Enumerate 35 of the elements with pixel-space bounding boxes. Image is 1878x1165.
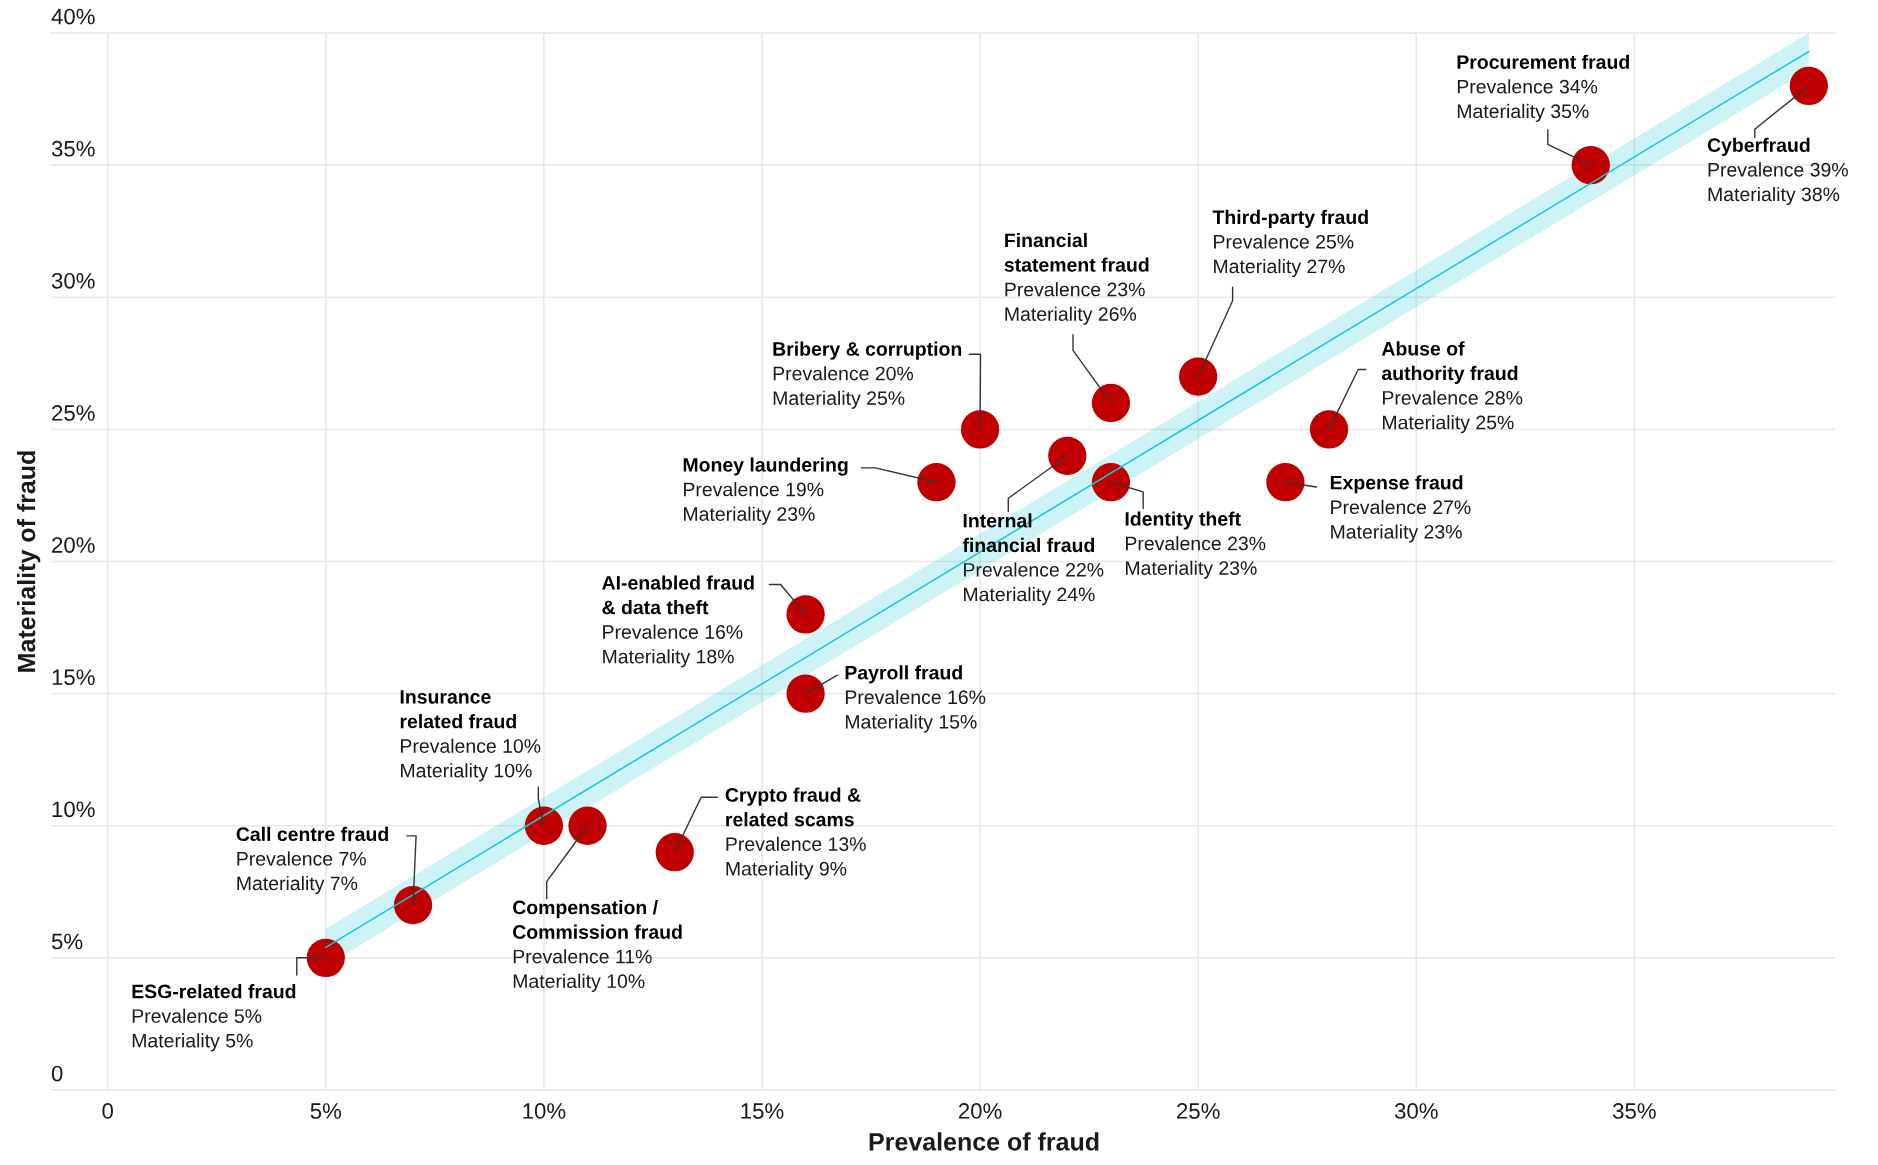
annotation: Money laundering Prevalence 19% Materiality 23% xyxy=(683,457,848,525)
x-tick-label: 15% xyxy=(741,1103,784,1119)
x-tick-label: 20% xyxy=(958,1103,1002,1119)
x-tick-label: 35% xyxy=(1612,1103,1656,1119)
y-tick-label: 5% xyxy=(51,933,83,950)
annotation: Bribery & corruption Prevalence 20% Materiality 25% xyxy=(773,341,962,409)
annotation: Financial statement fraud Prevalence 23% Materiality 26% xyxy=(1004,232,1149,325)
annotation: AI-enabled fraud & data theft Prevalence 16% Materiality 18% xyxy=(602,575,754,668)
annotation: Abuse of authority fraud Prevalence 28% Materiality 25% xyxy=(1381,341,1523,434)
annotation: Third-party fraud Prevalence 25% Materiality 27% xyxy=(1212,209,1368,278)
x-tick-label: 10% xyxy=(523,1103,566,1119)
x-tick-label: 0 xyxy=(102,1103,114,1119)
y-tick-label: 30% xyxy=(51,272,95,289)
x-tick-label: 30% xyxy=(1394,1103,1438,1119)
y-axis-title: Materiality of fraud xyxy=(16,451,41,672)
x-axis-title: Prevalence of fraud xyxy=(869,1132,1099,1151)
annotation: Expense fraud Prevalence 27% Materiality 23% xyxy=(1330,475,1471,543)
annotation: Identity theft Prevalence 23% Materiality 23% xyxy=(1125,511,1266,579)
y-tick-label: 15% xyxy=(52,669,95,686)
y-tick-label: 35% xyxy=(51,140,95,157)
annotation: ESG-related fraud Prevalence 5% Materiality 5% xyxy=(132,984,296,1052)
x-tick-label: 5% xyxy=(310,1103,342,1119)
y-tick-label: 40% xyxy=(51,8,95,25)
y-tick-label: 20% xyxy=(52,537,95,553)
annotation: Cyberfraud Prevalence 39% Materiality 38% xyxy=(1707,137,1848,206)
annotation: Call centre fraud Prevalence 7% Materiality 7% xyxy=(236,826,388,895)
annotation: Crypto fraud & related scams Prevalence 13% Materiality 9% xyxy=(725,787,866,880)
y-tick-label: 25% xyxy=(52,405,95,421)
annotation: Compensation / Commission fraud Prevalence 11% Materiality 10% xyxy=(513,900,682,992)
y-tick-label: 0 xyxy=(51,1065,63,1082)
annotation: Insurance related fraud Prevalence 10% Materiality 10% xyxy=(400,690,541,782)
y-tick-label: 10% xyxy=(52,801,95,818)
annotation: Payroll fraud Prevalence 16% Materiality 15% xyxy=(845,665,986,733)
x-tick-label: 25% xyxy=(1177,1103,1220,1119)
annotation: Procurement fraud Prevalence 34% Materiality 35% xyxy=(1457,54,1629,122)
